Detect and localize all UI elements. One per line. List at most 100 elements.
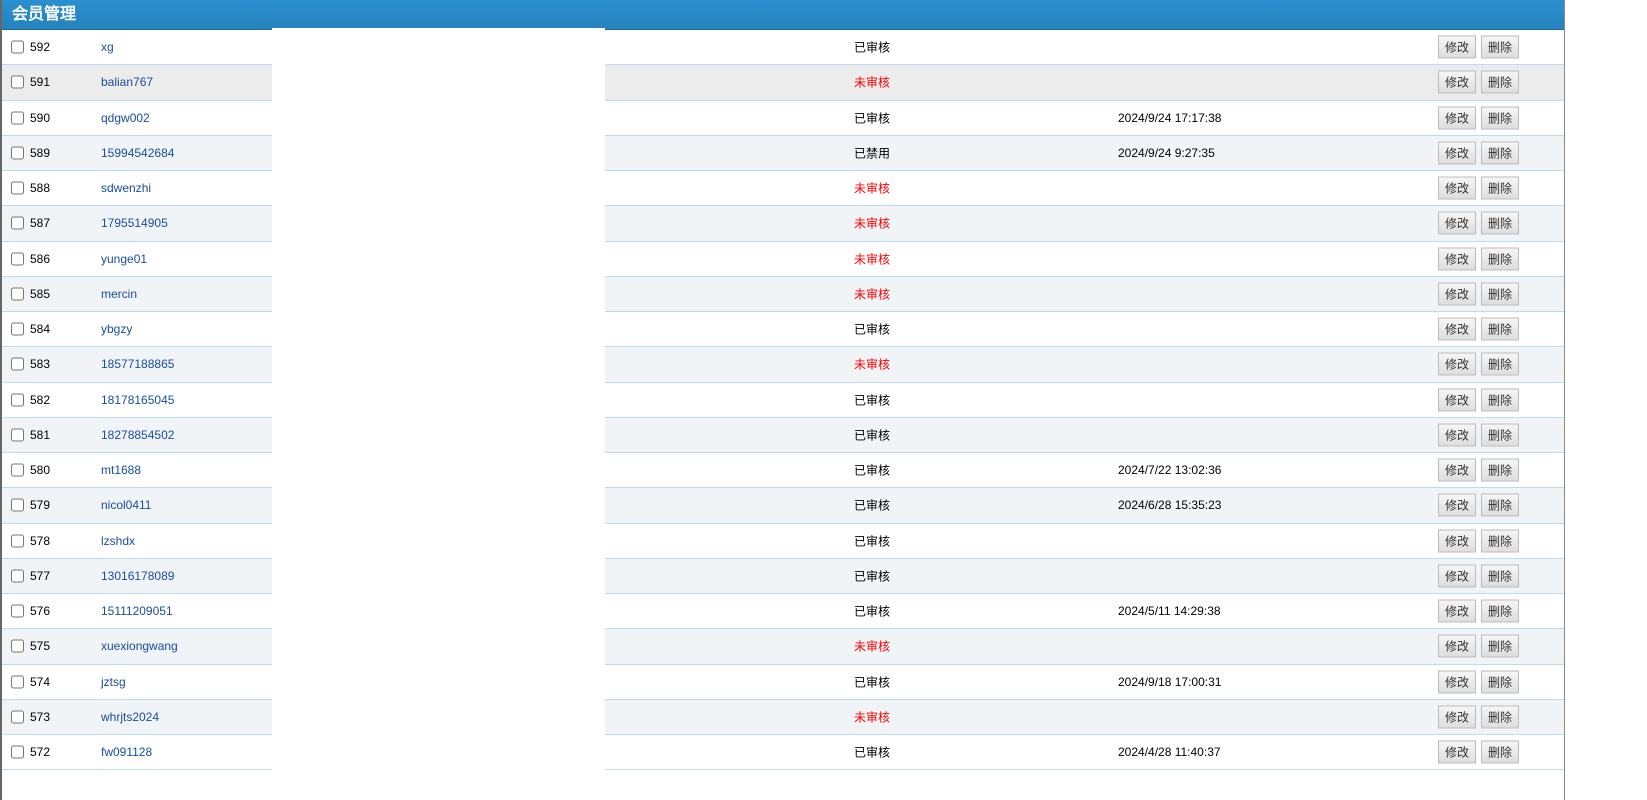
edit-button[interactable]: 修改 bbox=[1438, 70, 1477, 94]
member-name-link[interactable]: whrjts2024 bbox=[101, 709, 160, 724]
edit-button[interactable]: 修改 bbox=[1438, 458, 1477, 482]
edit-button[interactable]: 修改 bbox=[1438, 106, 1477, 130]
table-row: 578 lzshdx 已审核 修改 删除 bbox=[2, 524, 1564, 559]
row-checkbox[interactable] bbox=[11, 181, 24, 195]
status-text: 已审核 bbox=[854, 604, 891, 619]
edit-button[interactable]: 修改 bbox=[1438, 564, 1477, 588]
member-name-link[interactable]: xg bbox=[101, 40, 114, 55]
member-name-link[interactable]: xuexiongwang bbox=[101, 639, 178, 654]
member-name-link[interactable]: mercin bbox=[101, 286, 138, 301]
edit-button[interactable]: 修改 bbox=[1438, 388, 1477, 412]
row-checkbox[interactable] bbox=[11, 745, 24, 759]
delete-button[interactable]: 删除 bbox=[1481, 352, 1520, 376]
edit-button[interactable]: 修改 bbox=[1438, 740, 1477, 764]
delete-button[interactable]: 删除 bbox=[1481, 493, 1520, 517]
delete-button[interactable]: 删除 bbox=[1481, 670, 1520, 694]
member-name-link[interactable]: jztsg bbox=[101, 674, 126, 689]
member-name-link[interactable]: 18278854502 bbox=[101, 427, 175, 442]
delete-button[interactable]: 删除 bbox=[1481, 247, 1520, 271]
member-name-link[interactable]: lzshdx bbox=[101, 533, 136, 548]
member-name-link[interactable]: 18577188865 bbox=[101, 357, 175, 372]
table-row: 587 1795514905 未审核 修改 删除 bbox=[2, 206, 1564, 242]
row-checkbox[interactable] bbox=[11, 675, 24, 689]
edit-button[interactable]: 修改 bbox=[1438, 634, 1477, 658]
row-checkbox[interactable] bbox=[11, 393, 24, 407]
member-name-link[interactable]: balian767 bbox=[101, 75, 154, 90]
delete-button[interactable]: 删除 bbox=[1481, 705, 1520, 729]
row-checkbox[interactable] bbox=[11, 639, 24, 653]
edit-button[interactable]: 修改 bbox=[1438, 529, 1477, 553]
member-name-link[interactable]: 15994542684 bbox=[101, 145, 175, 160]
row-checkbox[interactable] bbox=[11, 534, 24, 548]
member-name-link[interactable]: ybgzy bbox=[101, 322, 133, 337]
row-checkbox[interactable] bbox=[11, 75, 24, 89]
member-id: 582 bbox=[30, 392, 51, 407]
row-checkbox[interactable] bbox=[11, 40, 24, 54]
row-checkbox[interactable] bbox=[11, 428, 24, 442]
row-checkbox[interactable] bbox=[11, 569, 24, 583]
edit-button[interactable]: 修改 bbox=[1438, 141, 1477, 165]
delete-button[interactable]: 删除 bbox=[1481, 141, 1520, 165]
edit-button[interactable]: 修改 bbox=[1438, 247, 1477, 271]
date-text: 2024/6/28 15:35:23 bbox=[1118, 498, 1222, 513]
member-id: 587 bbox=[30, 216, 51, 231]
member-name-link[interactable]: mt1688 bbox=[101, 463, 142, 478]
member-id: 577 bbox=[30, 568, 51, 583]
delete-button[interactable]: 删除 bbox=[1481, 282, 1520, 306]
member-id: 591 bbox=[30, 75, 51, 90]
edit-button[interactable]: 修改 bbox=[1438, 352, 1477, 376]
delete-button[interactable]: 删除 bbox=[1481, 423, 1520, 447]
row-checkbox[interactable] bbox=[11, 287, 24, 301]
row-checkbox[interactable] bbox=[11, 322, 24, 336]
member-name-link[interactable]: 18178165045 bbox=[101, 392, 175, 407]
member-name-link[interactable]: fw091128 bbox=[101, 745, 153, 760]
member-name-link[interactable]: 15111209051 bbox=[101, 604, 173, 619]
edit-button[interactable]: 修改 bbox=[1438, 705, 1477, 729]
edit-button[interactable]: 修改 bbox=[1438, 493, 1477, 517]
row-checkbox[interactable] bbox=[11, 146, 24, 160]
table-row: 575 xuexiongwang 未审核 修改 删除 bbox=[2, 629, 1564, 665]
delete-button[interactable]: 删除 bbox=[1481, 35, 1520, 59]
date-text: 2024/9/18 17:00:31 bbox=[1118, 674, 1222, 689]
row-checkbox[interactable] bbox=[11, 710, 24, 724]
edit-button[interactable]: 修改 bbox=[1438, 282, 1477, 306]
delete-button[interactable]: 删除 bbox=[1481, 211, 1520, 235]
row-checkbox[interactable] bbox=[11, 252, 24, 266]
edit-button[interactable]: 修改 bbox=[1438, 317, 1477, 341]
edit-button[interactable]: 修改 bbox=[1438, 423, 1477, 447]
edit-button[interactable]: 修改 bbox=[1438, 176, 1477, 200]
edit-button[interactable]: 修改 bbox=[1438, 670, 1477, 694]
delete-button[interactable]: 删除 bbox=[1481, 634, 1520, 658]
delete-button[interactable]: 删除 bbox=[1481, 740, 1520, 764]
delete-button[interactable]: 删除 bbox=[1481, 458, 1520, 482]
row-checkbox[interactable] bbox=[11, 604, 24, 618]
table-row: 577 13016178089 已审核 修改 删除 bbox=[2, 558, 1564, 594]
status-text: 未审核 bbox=[854, 75, 891, 90]
edit-button[interactable]: 修改 bbox=[1438, 599, 1477, 623]
delete-button[interactable]: 删除 bbox=[1481, 564, 1520, 588]
edit-button[interactable]: 修改 bbox=[1438, 35, 1477, 59]
member-id: 576 bbox=[30, 604, 51, 619]
member-name-link[interactable]: yunge01 bbox=[101, 251, 148, 266]
row-checkbox[interactable] bbox=[11, 498, 24, 512]
delete-button[interactable]: 删除 bbox=[1481, 176, 1520, 200]
member-name-link[interactable]: qdgw002 bbox=[101, 110, 150, 125]
table-row: 589 15994542684 已禁用 2024/9/24 9:27:35 修改 删除 bbox=[2, 135, 1564, 171]
member-name-link[interactable]: sdwenzhi bbox=[101, 181, 152, 196]
delete-button[interactable]: 删除 bbox=[1481, 388, 1520, 412]
row-checkbox[interactable] bbox=[11, 357, 24, 371]
row-checkbox[interactable] bbox=[11, 111, 24, 125]
delete-button[interactable]: 删除 bbox=[1481, 70, 1520, 94]
member-name-link[interactable]: nicol0411 bbox=[101, 498, 152, 513]
member-name-link[interactable]: 1795514905 bbox=[101, 216, 168, 231]
delete-button[interactable]: 删除 bbox=[1481, 529, 1520, 553]
row-checkbox[interactable] bbox=[11, 463, 24, 477]
delete-button[interactable]: 删除 bbox=[1481, 317, 1520, 341]
edit-button[interactable]: 修改 bbox=[1438, 211, 1477, 235]
delete-button[interactable]: 删除 bbox=[1481, 106, 1520, 130]
status-text: 已审核 bbox=[854, 745, 891, 760]
member-id: 590 bbox=[30, 110, 51, 125]
row-checkbox[interactable] bbox=[11, 216, 24, 230]
member-name-link[interactable]: 13016178089 bbox=[101, 568, 175, 583]
delete-button[interactable]: 删除 bbox=[1481, 599, 1520, 623]
